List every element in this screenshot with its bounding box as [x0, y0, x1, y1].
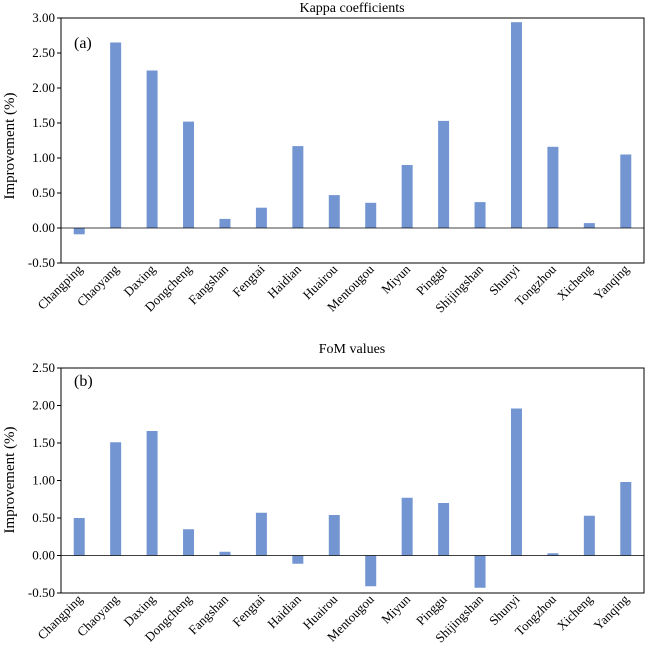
x-tick-label-haidian: Haidian	[264, 261, 304, 301]
bar-miyun	[401, 165, 413, 228]
x-tick-label-haidian: Haidian	[264, 591, 304, 631]
x-tick-label-tongzhou: Tongzhou	[512, 261, 560, 309]
chart-b-y-axis-label: Improvement (%)	[2, 426, 18, 533]
y-tick-label: 1.00	[32, 150, 55, 165]
chart-kappa: Kappa coefficients (a) Improvement (%) 3…	[2, 1, 645, 316]
bar-shunyi	[510, 22, 522, 229]
bar-yanqing	[620, 482, 632, 556]
y-tick-label: 2.00	[32, 398, 55, 413]
bar-dongcheng	[183, 529, 195, 556]
chart-b-panel-label: (b)	[74, 373, 93, 390]
x-tick-label-yanqing: Yanqing	[591, 591, 633, 633]
bar-xicheng	[583, 223, 595, 228]
bar-miyun	[401, 497, 413, 556]
y-tick-label: 2.50	[32, 360, 55, 375]
y-tick-label: -0.50	[28, 255, 55, 270]
bar-fengtai	[255, 207, 267, 228]
chart-fom: FoM values (b) Improvement (%) 2.50 2.00 1…	[2, 342, 645, 646]
bar-haidian	[292, 146, 304, 228]
chart-a-bars	[73, 22, 632, 235]
chart-a-x-tick-labels: ChangpingChaoyangDaxingDongchengFangshan…	[34, 261, 632, 315]
bar-fangshan	[219, 551, 231, 556]
chart-b-y-ticks: 2.50 2.00 1.50 1.00 0.50 0.00 -0.50	[28, 360, 61, 600]
bar-tongzhou	[547, 553, 559, 556]
x-tick-label-yanqing: Yanqing	[591, 261, 633, 303]
y-tick-label: -0.50	[28, 585, 55, 600]
x-tick-label-xicheng: Xicheng	[554, 591, 596, 633]
bar-shunyi	[510, 408, 522, 556]
chart-a-plot-frame	[60, 17, 645, 264]
bar-haidian	[292, 555, 304, 564]
x-tick-label-xicheng: Xicheng	[554, 261, 596, 303]
bar-chaoyang	[110, 42, 122, 228]
bar-shijingshan	[474, 555, 486, 588]
x-tick-label-fangshan: Fangshan	[185, 261, 231, 307]
x-tick-label-miyun: Miyun	[378, 261, 413, 296]
bar-daxing	[146, 70, 158, 228]
x-tick-label-fangshan: Fangshan	[185, 591, 231, 637]
chart-a-y-ticks: 3.00 2.50 2.00 1.50 1.00 0.50 0.00 -0.50	[28, 10, 61, 270]
y-tick-label: 1.50	[32, 435, 55, 450]
chart-b-x-tick-labels: ChangpingChaoyangDaxingDongchengFangshan…	[34, 591, 632, 645]
chart-a-title: Kappa coefficients	[299, 1, 404, 16]
bar-fangshan	[219, 218, 231, 228]
bar-pinggu	[438, 120, 450, 228]
bar-mentougou	[365, 202, 377, 228]
y-tick-label: 0.00	[32, 548, 55, 563]
x-tick-label-fengtai: Fengtai	[229, 591, 267, 629]
y-tick-label: 0.50	[32, 185, 55, 200]
x-tick-label-miyun: Miyun	[378, 591, 413, 626]
y-tick-label: 2.50	[32, 45, 55, 60]
bar-chaoyang	[110, 442, 122, 556]
y-tick-label: 1.50	[32, 115, 55, 130]
bar-pinggu	[438, 503, 450, 556]
chart-a-panel-label: (a)	[74, 35, 92, 52]
bar-dongcheng	[183, 121, 195, 228]
chart-b-bars	[73, 408, 632, 588]
y-tick-label: 3.00	[32, 10, 55, 25]
bar-yanqing	[620, 154, 632, 228]
bar-xicheng	[583, 515, 595, 556]
bar-shijingshan	[474, 202, 486, 228]
y-tick-label: 2.00	[32, 80, 55, 95]
y-tick-label: 0.50	[32, 510, 55, 525]
x-tick-label-tongzhou: Tongzhou	[512, 591, 560, 639]
x-tick-label-fengtai: Fengtai	[229, 261, 267, 299]
y-tick-label: 0.00	[32, 220, 55, 235]
bar-changping	[73, 228, 85, 235]
y-tick-label: 1.00	[32, 473, 55, 488]
chart-a-y-axis-label: Improvement (%)	[2, 92, 18, 199]
bar-changping	[73, 518, 85, 556]
bar-tongzhou	[547, 146, 559, 228]
bar-daxing	[146, 431, 158, 556]
bar-huairou	[328, 195, 340, 228]
chart-b-title: FoM values	[319, 342, 386, 357]
bar-huairou	[328, 515, 340, 556]
bar-mentougou	[365, 555, 377, 587]
bar-fengtai	[255, 512, 267, 556]
